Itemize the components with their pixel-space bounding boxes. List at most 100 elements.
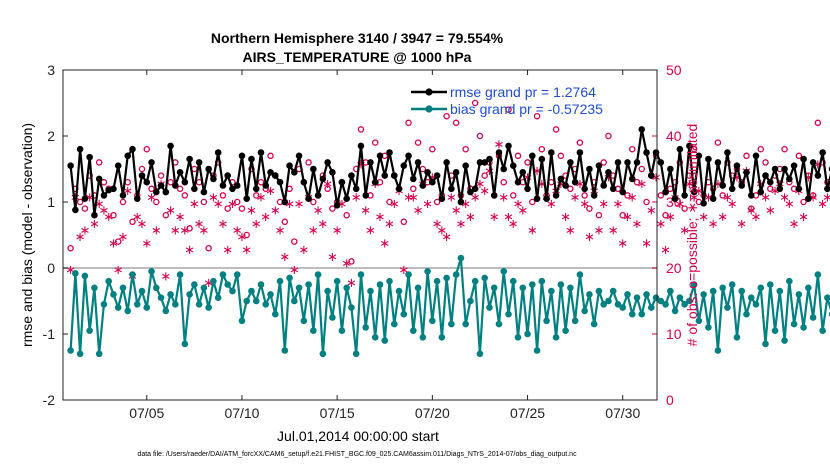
obs-assimilated-point: ∗ [455, 217, 466, 232]
bias-point [205, 304, 212, 311]
obs-assimilated-point: ∗ [336, 197, 347, 212]
obs-possible-point [557, 152, 565, 160]
bias-point [700, 291, 707, 298]
obs-possible-point [400, 218, 408, 226]
rmse-point [571, 178, 579, 186]
rmse-point [538, 155, 546, 163]
bias-point [433, 277, 441, 285]
obs-assimilated-point: ∗ [146, 190, 157, 205]
bias-point [86, 327, 93, 335]
bias-point [367, 287, 374, 295]
obs-assimilated-point: ∗ [584, 230, 595, 245]
obs-assimilated-point: ∗ [798, 210, 809, 225]
obs-possible-point [343, 211, 350, 219]
bias-point [348, 304, 355, 311]
obs-assimilated-point: ∗ [132, 210, 143, 225]
bias-point [152, 284, 160, 292]
bias-point [733, 334, 741, 341]
bias-point [200, 284, 208, 292]
obs-assimilated-point: ∗ [660, 243, 671, 258]
bias-point [719, 284, 726, 292]
bias-point [647, 304, 655, 311]
rmse-point [681, 192, 688, 199]
rmse-point [633, 159, 641, 166]
bias-point [214, 294, 222, 302]
obs-assimilated-point: ∗ [479, 184, 490, 199]
rmse-point [595, 162, 603, 169]
bias-point [81, 272, 89, 280]
rmse-point [186, 155, 193, 163]
rmse-point [586, 165, 593, 173]
bias-point [291, 297, 298, 305]
rmse-point [210, 175, 217, 183]
rmse-point [152, 188, 160, 196]
bias-point [390, 320, 398, 328]
obs-possible-point [429, 145, 436, 153]
rmse-point [724, 149, 731, 156]
bias-point [676, 294, 684, 302]
obs-assimilated-point: ∗ [103, 210, 114, 225]
bias-point [281, 347, 289, 354]
bias-point [400, 310, 408, 318]
bias-point [581, 307, 588, 315]
obs-possible-point [795, 152, 803, 160]
obs-assimilated-point: ∗ [284, 197, 295, 212]
bias-point [562, 327, 569, 335]
obs-possible-point [524, 159, 531, 166]
obs-assimilated-point: ∗ [679, 223, 690, 238]
obs-assimilated-point: ∗ [765, 204, 776, 219]
obs-possible-point [443, 112, 450, 120]
bias-point [471, 277, 479, 285]
bias-point [467, 297, 474, 305]
rmse-point [291, 169, 298, 176]
obs-possible-point [743, 152, 750, 160]
obs-assimilated-point: ∗ [413, 204, 424, 219]
bias-point [438, 334, 446, 341]
bias-point [714, 347, 722, 354]
bias-point [172, 301, 179, 308]
rmse-point [471, 185, 479, 193]
bias-point [295, 284, 303, 292]
chart-subtitle: AIRS_TEMPERATURE @ 1000 hPa [243, 49, 472, 65]
rmse-point [367, 159, 374, 166]
rmse-point [600, 182, 607, 189]
obs-assimilated-point: ∗ [84, 190, 95, 205]
legend-rmse-marker [425, 88, 433, 96]
obs-possible-point [305, 159, 312, 166]
bias-point [509, 277, 517, 285]
legend-bias-label: bias grand pr = -0.57235 [450, 101, 603, 117]
rmse-point [343, 195, 350, 202]
rmse-point [800, 155, 807, 163]
rmse-point [229, 185, 236, 193]
x-tick-label: 07/20 [415, 405, 450, 421]
obs-assimilated-point: ∗ [346, 276, 357, 291]
obs-assimilated-point: ∗ [474, 177, 485, 192]
bias-point [267, 291, 274, 298]
obs-assimilated-point: ∗ [555, 177, 566, 192]
bias-point [124, 307, 132, 315]
bias-point [495, 320, 503, 328]
bias-point [457, 254, 465, 262]
bias-point [381, 337, 389, 344]
rmse-point [581, 185, 588, 193]
obs-assimilated-point: ∗ [217, 217, 228, 232]
rmse-point [400, 162, 408, 169]
bias-point [262, 301, 270, 308]
obs-assimilated-point: ∗ [508, 217, 519, 232]
bias-point [662, 301, 669, 308]
obs-assimilated-point: ∗ [613, 197, 624, 212]
obs-assimilated-point: ∗ [522, 171, 533, 186]
obs-possible-point [67, 244, 74, 252]
rmse-point [533, 195, 541, 202]
obs-assimilated-point: ∗ [98, 204, 109, 219]
bias-point [314, 271, 322, 278]
obs-assimilated-point: ∗ [151, 223, 162, 238]
bias-point [419, 334, 427, 341]
obs-assimilated-point: ∗ [536, 177, 547, 192]
obs-possible-point [176, 185, 184, 193]
obs-assimilated-point: ∗ [608, 223, 619, 238]
bias-point [819, 327, 826, 335]
obs-assimilated-point: ∗ [194, 217, 205, 232]
bias-point [148, 268, 155, 275]
rmse-point [410, 175, 417, 183]
